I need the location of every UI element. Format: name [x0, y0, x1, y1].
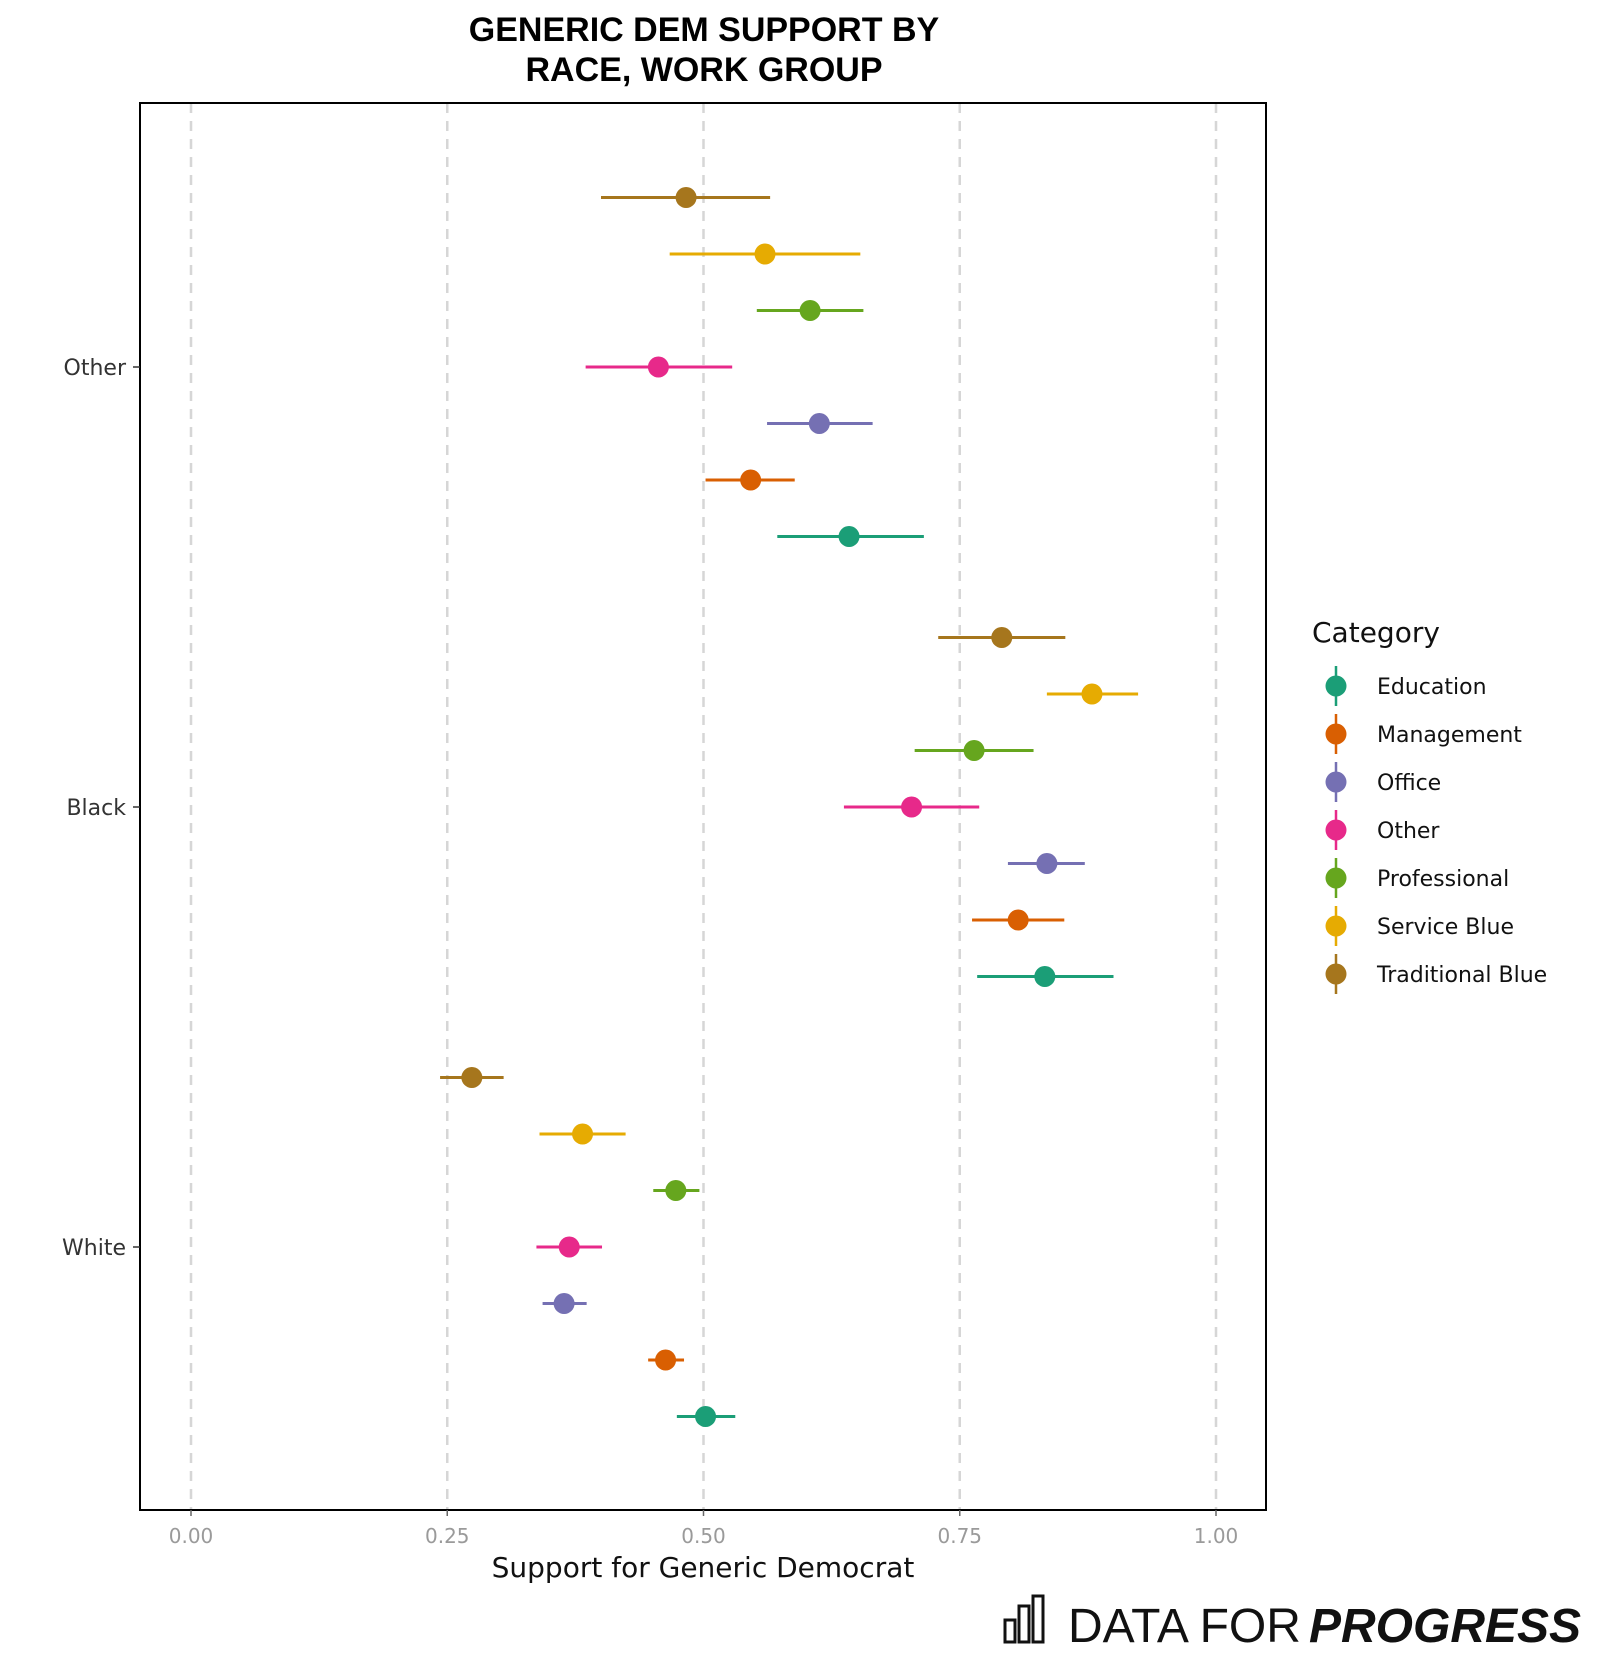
legend: Education Management Office Other Profession…	[1325, 666, 1547, 994]
legend-item-label: Other	[1377, 819, 1440, 844]
legend-title: Category	[1312, 616, 1440, 649]
legend-key-point	[1325, 771, 1347, 793]
data-point	[675, 187, 697, 208]
data-point	[1007, 909, 1029, 931]
legend-item-label: Office	[1377, 771, 1441, 796]
data-point	[1036, 853, 1058, 874]
x-tick-label: 0.25	[425, 1524, 470, 1548]
gridlines	[189, 103, 1218, 1510]
x-tick-label: 0.50	[681, 1524, 726, 1548]
data-point	[647, 356, 669, 378]
chart-title-line-2: RACE, WORK GROUP	[526, 51, 883, 89]
data-point	[754, 243, 776, 265]
data-point	[740, 469, 762, 491]
data-point	[991, 627, 1013, 648]
data-point	[553, 1293, 575, 1314]
legend-item-label: Management	[1377, 723, 1522, 748]
legend-item-label: Service Blue	[1377, 915, 1514, 940]
x-axis: 0.00 0.25 0.50 0.75 1.00	[169, 1510, 1239, 1548]
data-point	[461, 1067, 483, 1088]
brand-logo: DATA FOR PROGRESS	[1003, 1594, 1581, 1653]
bar-chart-icon	[1003, 1594, 1045, 1644]
data-point	[838, 526, 860, 547]
brand-name-bold: PROGRESS	[1309, 1600, 1581, 1653]
data-point	[695, 1406, 717, 1427]
data-point	[558, 1236, 580, 1258]
legend-key-point	[1325, 963, 1347, 985]
data-point	[655, 1349, 677, 1371]
data-point	[799, 300, 821, 321]
x-axis-title: Support for Generic Democrat	[492, 1551, 915, 1584]
x-tick-label: 1.00	[1194, 1524, 1239, 1548]
data-point	[1081, 683, 1103, 705]
data-point	[572, 1123, 594, 1145]
chart-title-line-1: GENERIC DEM SUPPORT BY	[469, 11, 940, 49]
y-axis: Other Black White	[62, 356, 140, 1261]
y-tick-label: White	[62, 1236, 126, 1261]
data-point	[963, 740, 985, 761]
data-point	[1034, 966, 1056, 987]
y-tick-label: Black	[66, 796, 126, 821]
x-tick-label: 0.00	[169, 1524, 214, 1548]
data-point	[665, 1180, 687, 1201]
legend-item-label: Traditional Blue	[1376, 963, 1547, 988]
brand-name-plain: DATA FOR	[1068, 1600, 1301, 1653]
legend-key-point	[1325, 675, 1347, 697]
data-point	[808, 413, 830, 434]
x-tick-label: 0.75	[937, 1524, 982, 1548]
legend-key-point	[1325, 867, 1347, 889]
legend-item-label: Professional	[1377, 867, 1509, 892]
plot-marks	[440, 187, 1139, 1427]
y-tick-label: Other	[64, 356, 127, 381]
legend-key-point	[1325, 915, 1347, 937]
legend-item-label: Education	[1377, 675, 1487, 700]
legend-key-point	[1325, 819, 1347, 841]
data-point	[901, 796, 923, 818]
legend-key-point	[1325, 723, 1347, 745]
